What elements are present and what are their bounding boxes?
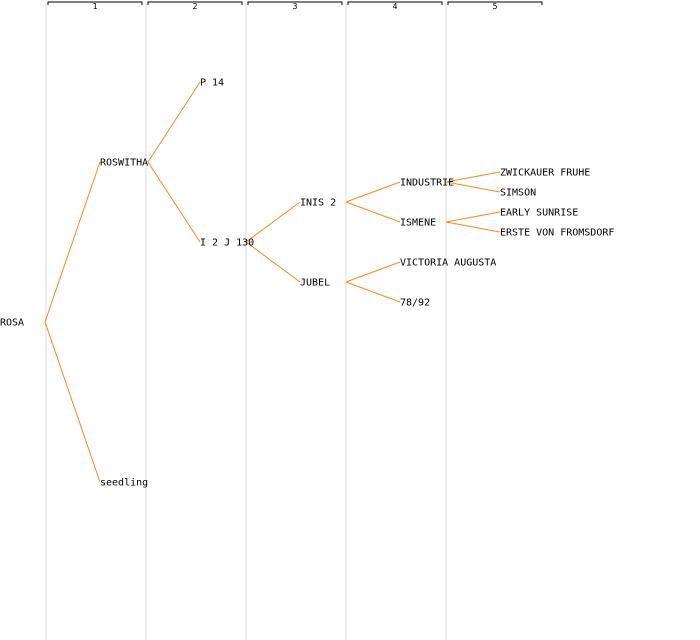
node-simson[interactable]: SIMSON [500,188,536,199]
node-jubel[interactable]: JUBEL [300,278,330,289]
generation-bracket [47,1,143,5]
pedigree-edges [44,81,501,483]
node-i2j130[interactable]: I 2 J 130 [200,238,254,249]
pedigree-nodes: ROSA ROSWITHA seedling P 14 I 2 J 130 INIS 2 J… [0,78,614,489]
edge-inis2-industrie [345,181,401,203]
edge-i2j130-inis2 [245,201,301,243]
node-n7892[interactable]: 78/92 [400,298,430,309]
edge-jubel-n7892 [345,281,401,303]
generation-label: 2 [193,2,198,11]
edge-roswitha-p14 [147,81,201,163]
edge-inis2-ismene [345,201,401,223]
node-inis2[interactable]: INIS 2 [300,198,336,209]
edge-roswitha-i2j130 [147,161,201,243]
generation-label: 5 [493,2,498,11]
node-victoria[interactable]: VICTORIA AUGUSTA [400,258,496,269]
generation-bracket [247,1,343,5]
node-industrie[interactable]: INDUSTRIE [400,178,454,189]
generation-label: 4 [393,2,398,11]
edge-rosa-roswitha [44,161,101,323]
generation-bracket [447,1,543,5]
node-roswitha[interactable]: ROSWITHA [100,158,148,169]
node-seedling[interactable]: seedling [100,478,148,489]
edge-rosa-seedling [44,321,101,483]
edge-ismene-early [445,211,501,223]
node-ismene[interactable]: ISMENE [400,218,436,229]
node-zwickauer[interactable]: ZWICKAUER FRUHE [500,168,590,179]
edge-ismene-erste [445,221,501,233]
node-p14[interactable]: P 14 [200,78,224,89]
edge-industrie-zwickauer [445,171,501,183]
generation-bracket [147,1,243,5]
generation-label: 3 [293,2,298,11]
edge-jubel-victoria [345,261,401,283]
node-early[interactable]: EARLY SUNRISE [500,208,578,219]
generation-bracket [347,1,443,5]
node-erste[interactable]: ERSTE VON FROMSDORF [500,228,614,239]
generation-columns: 1 2 3 4 5 [45,1,543,640]
edge-industrie-simson [445,181,501,193]
edge-i2j130-jubel [245,241,301,283]
node-rosa[interactable]: ROSA [0,318,24,329]
generation-label: 1 [93,2,98,11]
